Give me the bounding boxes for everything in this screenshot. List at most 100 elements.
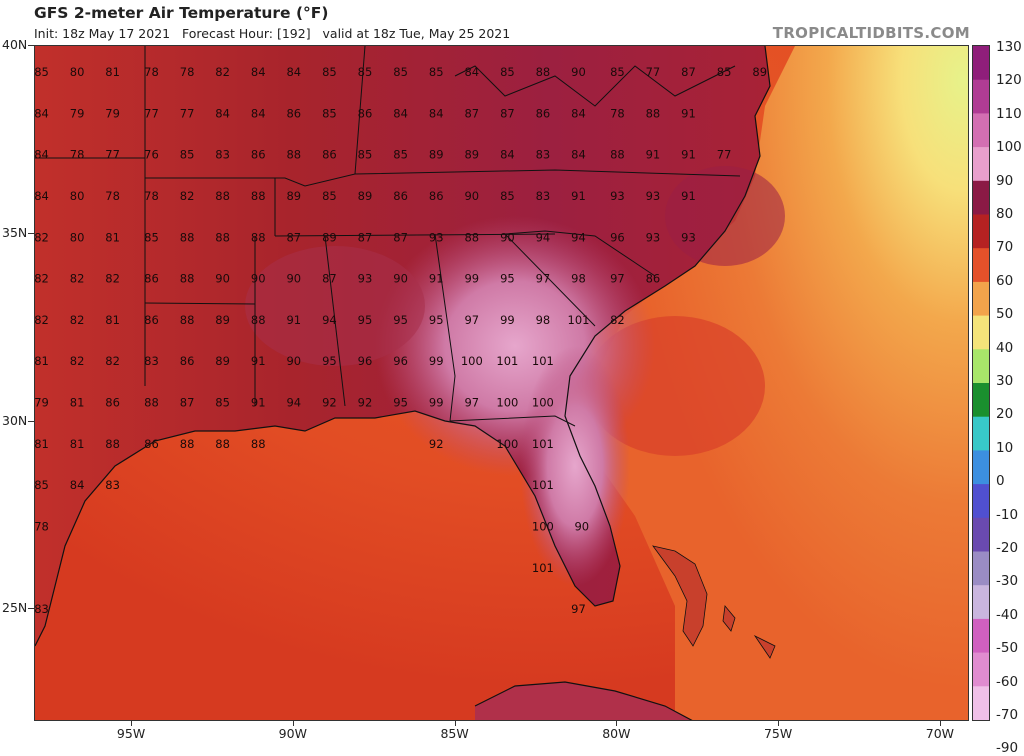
temp-value: 81 <box>105 65 120 79</box>
temp-value: 77 <box>646 65 661 79</box>
latitude-label: 35N <box>2 224 28 240</box>
temp-value: 78 <box>180 65 195 79</box>
colorbar-label: 30 <box>996 373 1014 389</box>
temp-value: 92 <box>322 396 337 410</box>
temp-value: 78 <box>105 189 120 203</box>
temp-value: 93 <box>610 189 625 203</box>
temp-value: 89 <box>322 230 337 244</box>
colorbar-label: 50 <box>996 306 1014 323</box>
temp-value: 93 <box>646 230 661 244</box>
temp-value: 89 <box>215 313 230 327</box>
colorbar-segment <box>973 214 989 249</box>
colorbar-scale <box>973 46 989 721</box>
temperature-map[interactable]: 85 80 81 78 78 82 84 84 85 85 85 85 84 85 88 90 85 77 87 85… <box>34 45 969 721</box>
latitude-tick <box>28 420 34 422</box>
colorbar-label: -70 <box>996 707 1019 723</box>
temp-value: 90 <box>571 65 586 79</box>
temp-value: 82 <box>35 272 49 286</box>
temp-value: 81 <box>105 313 120 327</box>
temp-value: 86 <box>393 189 408 203</box>
temp-value: 91 <box>681 148 696 162</box>
temp-value: 77 <box>105 148 120 162</box>
temp-value: 85 <box>322 106 337 120</box>
temp-value: 93 <box>429 230 444 244</box>
temp-value: 88 <box>610 148 625 162</box>
coastline <box>35 46 771 720</box>
temp-value: 100 <box>461 354 483 368</box>
temp-value: 99 <box>500 313 515 327</box>
temp-value: 84 <box>464 65 479 79</box>
temp-value: 85 <box>215 396 230 410</box>
land-cuba <box>475 682 692 720</box>
colorbar-segment <box>973 551 989 586</box>
temp-value: 93 <box>358 272 373 286</box>
temp-value: 82 <box>70 272 85 286</box>
colorbar-segment <box>973 416 989 451</box>
colorbar-label: 20 <box>996 406 1014 423</box>
temp-value: 79 <box>105 106 120 120</box>
colorbar <box>972 45 990 721</box>
temp-value: 88 <box>536 65 551 79</box>
temp-value: 81 <box>35 354 49 368</box>
latitude-tick <box>28 45 34 46</box>
temp-value: 84 <box>215 106 230 120</box>
latitude-tick <box>28 232 34 234</box>
brand-watermark: TROPICALTIDBITS.COM <box>772 24 970 42</box>
temp-value: 85 <box>144 230 159 244</box>
temp-value: 87 <box>286 230 301 244</box>
temp-value: 90 <box>251 272 266 286</box>
temp-value: 88 <box>251 313 266 327</box>
colorbar-segment <box>973 147 989 182</box>
temp-value: 86 <box>322 148 337 162</box>
temp-value: 88 <box>215 230 230 244</box>
temp-value: 95 <box>500 272 515 286</box>
temp-value: 88 <box>251 230 266 244</box>
colorbar-label: 90 <box>996 172 1014 189</box>
temp-value: 87 <box>322 272 337 286</box>
warm-region-carolina <box>665 166 785 266</box>
temp-value: 94 <box>322 313 337 327</box>
temp-value: 83 <box>144 354 159 368</box>
temp-value: 88 <box>251 189 266 203</box>
temp-value: 82 <box>215 65 230 79</box>
temp-value: 96 <box>358 354 373 368</box>
temp-value: 88 <box>180 230 195 244</box>
temp-value: 96 <box>393 354 408 368</box>
temp-value: 85 <box>35 478 49 492</box>
temp-value: 101 <box>532 478 554 492</box>
temp-value: 85 <box>610 65 625 79</box>
temp-value: 79 <box>70 106 85 120</box>
longitude-tick <box>454 721 456 726</box>
temperature-labels: 85 80 81 78 78 82 84 84 85 85 85 85 84 85 88 90 85 77 87 85… <box>35 65 767 616</box>
temp-value: 89 <box>215 354 230 368</box>
temp-value: 97 <box>464 396 479 410</box>
colorbar-segment <box>973 46 989 81</box>
temp-value: 88 <box>464 230 479 244</box>
temp-value: 85 <box>358 148 373 162</box>
temp-value: 98 <box>536 313 551 327</box>
longitude-label: 70W <box>925 726 955 741</box>
temp-value: 90 <box>286 354 301 368</box>
temp-value: 92 <box>429 437 444 451</box>
temp-value: 82 <box>610 313 625 327</box>
colorbar-label: 110 <box>996 105 1022 122</box>
temp-value: 86 <box>180 354 195 368</box>
temp-value: 91 <box>646 148 661 162</box>
temp-value: 85 <box>500 65 515 79</box>
temp-value: 83 <box>536 148 551 162</box>
temp-value: 93 <box>646 189 661 203</box>
temp-value: 86 <box>536 106 551 120</box>
colorbar-segment <box>973 652 989 687</box>
temp-value: 84 <box>500 148 515 162</box>
temp-value: 87 <box>393 230 408 244</box>
colorbar-label: -90 <box>996 740 1019 756</box>
latitude-label: 40N <box>2 37 28 52</box>
colorbar-label: 80 <box>996 206 1014 222</box>
temp-value: 100 <box>496 437 518 451</box>
colorbar-segment <box>973 686 989 721</box>
temp-value: 86 <box>429 189 444 203</box>
temp-value: 82 <box>70 313 85 327</box>
temp-value: 82 <box>35 313 49 327</box>
colorbar-label: -30 <box>996 573 1019 590</box>
temp-value: 91 <box>286 313 301 327</box>
